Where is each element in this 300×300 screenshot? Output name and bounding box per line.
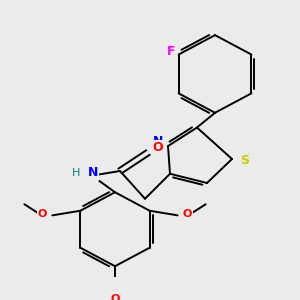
Text: H: H bbox=[72, 168, 80, 178]
Text: F: F bbox=[167, 45, 175, 58]
Text: N: N bbox=[88, 166, 98, 179]
Text: O: O bbox=[183, 209, 192, 219]
Text: N: N bbox=[153, 135, 163, 148]
Text: O: O bbox=[38, 209, 47, 219]
Text: O: O bbox=[153, 141, 163, 154]
Text: S: S bbox=[241, 154, 250, 167]
Text: O: O bbox=[110, 293, 120, 300]
